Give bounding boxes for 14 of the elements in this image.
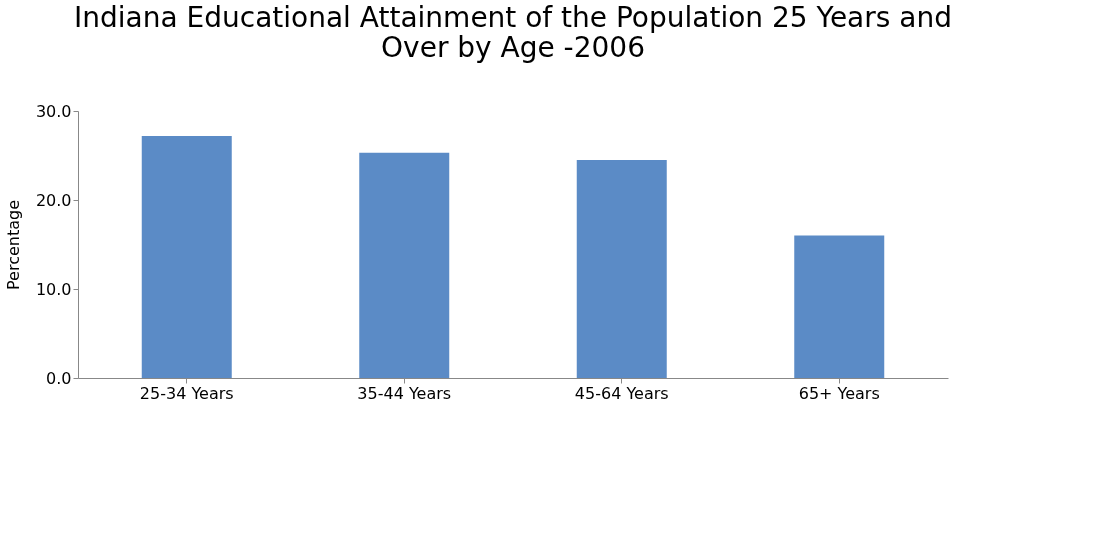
y-tick-label: 30.0 — [35, 101, 72, 121]
x-tick-label: 65+ Years — [798, 383, 880, 403]
x-tick-label: 35-44 Years — [357, 383, 452, 403]
y-tick-label: 10.0 — [35, 279, 72, 299]
x-tick-label: 25-34 Years — [139, 383, 234, 403]
chart-title: Indiana Educational Attainment of the Population 25 Years and Over by Age -2006 — [74, 1, 952, 64]
bar — [576, 159, 667, 378]
bar — [794, 235, 885, 378]
x-tick-label: 45-64 Years — [574, 383, 669, 403]
y-axis-title: Percentage — [3, 199, 23, 291]
y-tick-label: 0.0 — [46, 368, 72, 388]
y-tick-label: 20.0 — [35, 190, 72, 210]
bar — [141, 135, 232, 378]
bar — [359, 152, 450, 378]
